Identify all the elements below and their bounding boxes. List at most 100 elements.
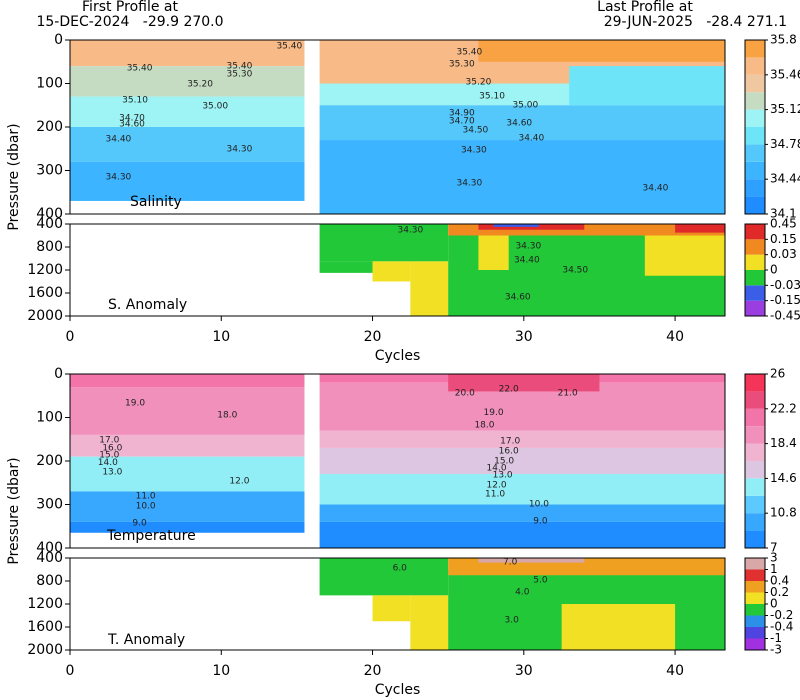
- colorbar-segment: [745, 285, 765, 301]
- colorbar-segment: [745, 239, 765, 255]
- cell: [493, 224, 539, 227]
- colorbar-tick-label: 34.78: [770, 137, 800, 151]
- colorbar-tick-label: 35.8: [770, 33, 797, 47]
- y-tick-label: 300: [36, 163, 63, 179]
- contour-label: 17.0: [99, 436, 119, 446]
- cell: [70, 66, 305, 97]
- contour-label: 18.0: [217, 410, 237, 420]
- cell: [569, 66, 725, 106]
- x-tick-label: 10: [212, 329, 230, 345]
- contour-label: 17.0: [500, 436, 520, 446]
- y-tick-label: 100: [36, 410, 63, 426]
- colorbar-tick-label: 0.15: [770, 232, 797, 246]
- y-tick-label: 100: [36, 76, 63, 92]
- colorbar-tick-label: 22.2: [770, 401, 797, 415]
- colorbar-segment: [745, 615, 765, 627]
- colorbar-tick-label: 0: [770, 263, 778, 277]
- colorbar-tick-label: 26: [770, 367, 785, 381]
- colorbar-segment: [745, 92, 765, 110]
- y-tick-label: 200: [36, 453, 63, 469]
- colorbar-tick-label: -0.03: [770, 278, 800, 292]
- colorbar-segment: [745, 604, 765, 616]
- cell: [319, 224, 449, 262]
- x-tick-label: 20: [364, 329, 382, 345]
- contour-label: 35.40: [227, 62, 253, 72]
- colorbar-tick-label: 0.45: [770, 217, 797, 231]
- colorbar-tick-label: 34.44: [770, 172, 800, 186]
- colorbar-segment: [745, 224, 765, 240]
- contour-label: 34.70: [449, 116, 475, 126]
- contour-label: 34.30: [397, 225, 423, 235]
- y-tick-label: 2000: [27, 642, 63, 658]
- y-tick-label: 300: [36, 497, 63, 513]
- colorbar-tick-label: 0.2: [770, 585, 789, 599]
- cell: [644, 235, 725, 276]
- contour-label: 35.10: [122, 96, 148, 106]
- contour-label: 10.0: [529, 500, 549, 510]
- contour-label: 35.00: [512, 100, 538, 110]
- colorbar-segment: [745, 443, 765, 461]
- x-tick-label: 40: [666, 663, 684, 679]
- contour-label: 4.0: [515, 587, 530, 597]
- x-tick-label: 20: [364, 663, 382, 679]
- cell: [372, 261, 411, 282]
- y-tick-label: 1600: [27, 285, 63, 301]
- colorbar-tick-label: -3: [770, 643, 782, 657]
- colorbar-tick-label: 0: [770, 597, 778, 611]
- y-tick-label: 2000: [27, 308, 63, 324]
- cell: [70, 434, 305, 457]
- colorbar-segment: [745, 57, 765, 75]
- colorbar-tick-label: -0.45: [770, 309, 800, 323]
- colorbar-segment: [745, 391, 765, 409]
- colorbar-segment: [745, 270, 765, 286]
- cell: [410, 595, 449, 650]
- contour-label: 9.0: [533, 517, 548, 527]
- cell: [70, 96, 305, 127]
- colorbar-tick-label: -1: [770, 631, 782, 645]
- colorbar-tick-label: 3: [770, 551, 778, 565]
- contour-label: 35.00: [202, 102, 228, 112]
- y-axis-label: Pressure (dbar): [6, 457, 22, 564]
- contour-label: 34.30: [227, 145, 253, 155]
- contour-label: 34.90: [449, 109, 475, 119]
- contour-label: 12.0: [487, 480, 507, 490]
- cell: [319, 140, 725, 214]
- y-tick-label: 1200: [27, 596, 63, 612]
- contour-label: 35.20: [187, 79, 213, 89]
- contour-label: 11.0: [485, 490, 505, 500]
- contour-label: 13.0: [102, 467, 122, 477]
- contour-label: 34.30: [461, 146, 487, 156]
- colorbar-tick-label: -0.4: [770, 620, 793, 634]
- cell: [675, 224, 725, 233]
- contour-label: 35.40: [127, 63, 153, 73]
- colorbar-tick-label: 0.4: [770, 574, 789, 588]
- contour-label: 34.30: [106, 173, 132, 183]
- contour-label: 7.0: [503, 558, 518, 568]
- colorbar-tick-label: 35.46: [770, 67, 800, 81]
- first-profile-info: 15-DEC-2024 -29.9 270.0: [36, 14, 223, 30]
- contour-label: 9.0: [132, 518, 147, 528]
- contour-label: 10.0: [136, 501, 156, 511]
- colorbar-segment: [745, 40, 765, 58]
- y-tick-label: 400: [36, 206, 63, 222]
- colorbar-segment: [745, 627, 765, 639]
- colorbar-segment: [745, 592, 765, 604]
- colorbar-segment: [745, 74, 765, 93]
- contour-label: 34.50: [562, 266, 588, 276]
- cell: [70, 387, 305, 435]
- cell: [319, 430, 725, 448]
- cell: [70, 40, 305, 67]
- contour-label: 11.0: [136, 491, 156, 501]
- colorbar-segment: [745, 408, 765, 427]
- contour-label: 14.0: [98, 458, 118, 468]
- colorbar-segment: [745, 426, 765, 444]
- colorbar-tick-label: 7: [770, 541, 778, 555]
- y-tick-label: 400: [36, 550, 63, 566]
- colorbar-tick-label: -0.15: [770, 293, 800, 307]
- colorbar-segment: [745, 300, 765, 316]
- colorbar-segment: [745, 530, 765, 548]
- cell: [319, 261, 373, 273]
- cell: [70, 127, 305, 162]
- contour-label: 34.60: [506, 119, 532, 129]
